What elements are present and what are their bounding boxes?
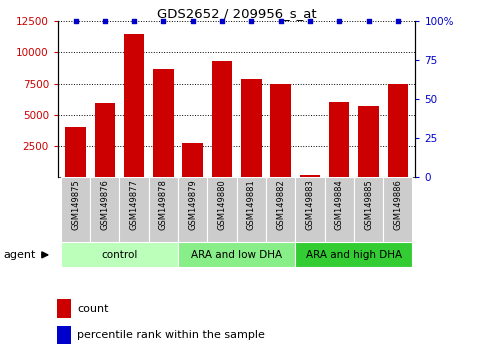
Text: GSM149880: GSM149880	[217, 179, 227, 230]
Text: GSM149876: GSM149876	[100, 179, 109, 230]
Bar	[237, 177, 266, 242]
Point	[277, 18, 284, 24]
Point	[394, 18, 402, 24]
Text: ARA and high DHA: ARA and high DHA	[306, 250, 402, 260]
Point	[71, 18, 79, 24]
Bar	[266, 177, 295, 242]
Text: GSM149882: GSM149882	[276, 179, 285, 230]
Text: percentile rank within the sample: percentile rank within the sample	[77, 330, 265, 340]
Bar	[61, 242, 178, 267]
Bar	[299, 175, 320, 177]
Text: GSM149878: GSM149878	[159, 179, 168, 230]
Bar	[95, 103, 115, 177]
Text: GSM149886: GSM149886	[393, 179, 402, 230]
Text: GSM149881: GSM149881	[247, 179, 256, 230]
Bar	[65, 127, 86, 177]
Bar	[295, 242, 412, 267]
Bar	[119, 177, 149, 242]
Point	[159, 18, 167, 24]
Point	[335, 18, 343, 24]
Bar	[207, 177, 237, 242]
Bar	[183, 143, 203, 177]
Bar	[325, 177, 354, 242]
Text: control: control	[101, 250, 138, 260]
Bar	[178, 177, 207, 242]
Bar	[57, 299, 71, 318]
Bar	[387, 84, 408, 177]
Bar	[57, 326, 71, 344]
Bar	[358, 106, 379, 177]
Bar	[354, 177, 383, 242]
Bar	[124, 34, 144, 177]
Point	[130, 18, 138, 24]
Bar	[149, 177, 178, 242]
Text: GSM149879: GSM149879	[188, 179, 197, 230]
Text: count: count	[77, 304, 109, 314]
Bar	[383, 177, 412, 242]
Bar	[295, 177, 325, 242]
Point	[365, 18, 372, 24]
Text: GSM149885: GSM149885	[364, 179, 373, 230]
Bar	[212, 61, 232, 177]
Point	[101, 18, 109, 24]
Text: GSM149877: GSM149877	[129, 179, 139, 230]
Point	[218, 18, 226, 24]
Bar	[90, 177, 119, 242]
Bar	[153, 69, 174, 177]
Text: GSM149883: GSM149883	[305, 179, 314, 230]
Bar	[270, 84, 291, 177]
Text: agent: agent	[3, 250, 35, 260]
Text: GSM149884: GSM149884	[335, 179, 344, 230]
Point	[189, 18, 197, 24]
Title: GDS2652 / 209956_s_at: GDS2652 / 209956_s_at	[157, 7, 316, 20]
Text: GSM149875: GSM149875	[71, 179, 80, 230]
Bar	[241, 79, 262, 177]
Point	[306, 18, 314, 24]
Bar	[61, 177, 90, 242]
Text: ARA and low DHA: ARA and low DHA	[191, 250, 282, 260]
Bar	[329, 102, 350, 177]
Point	[247, 18, 255, 24]
Bar	[178, 242, 295, 267]
